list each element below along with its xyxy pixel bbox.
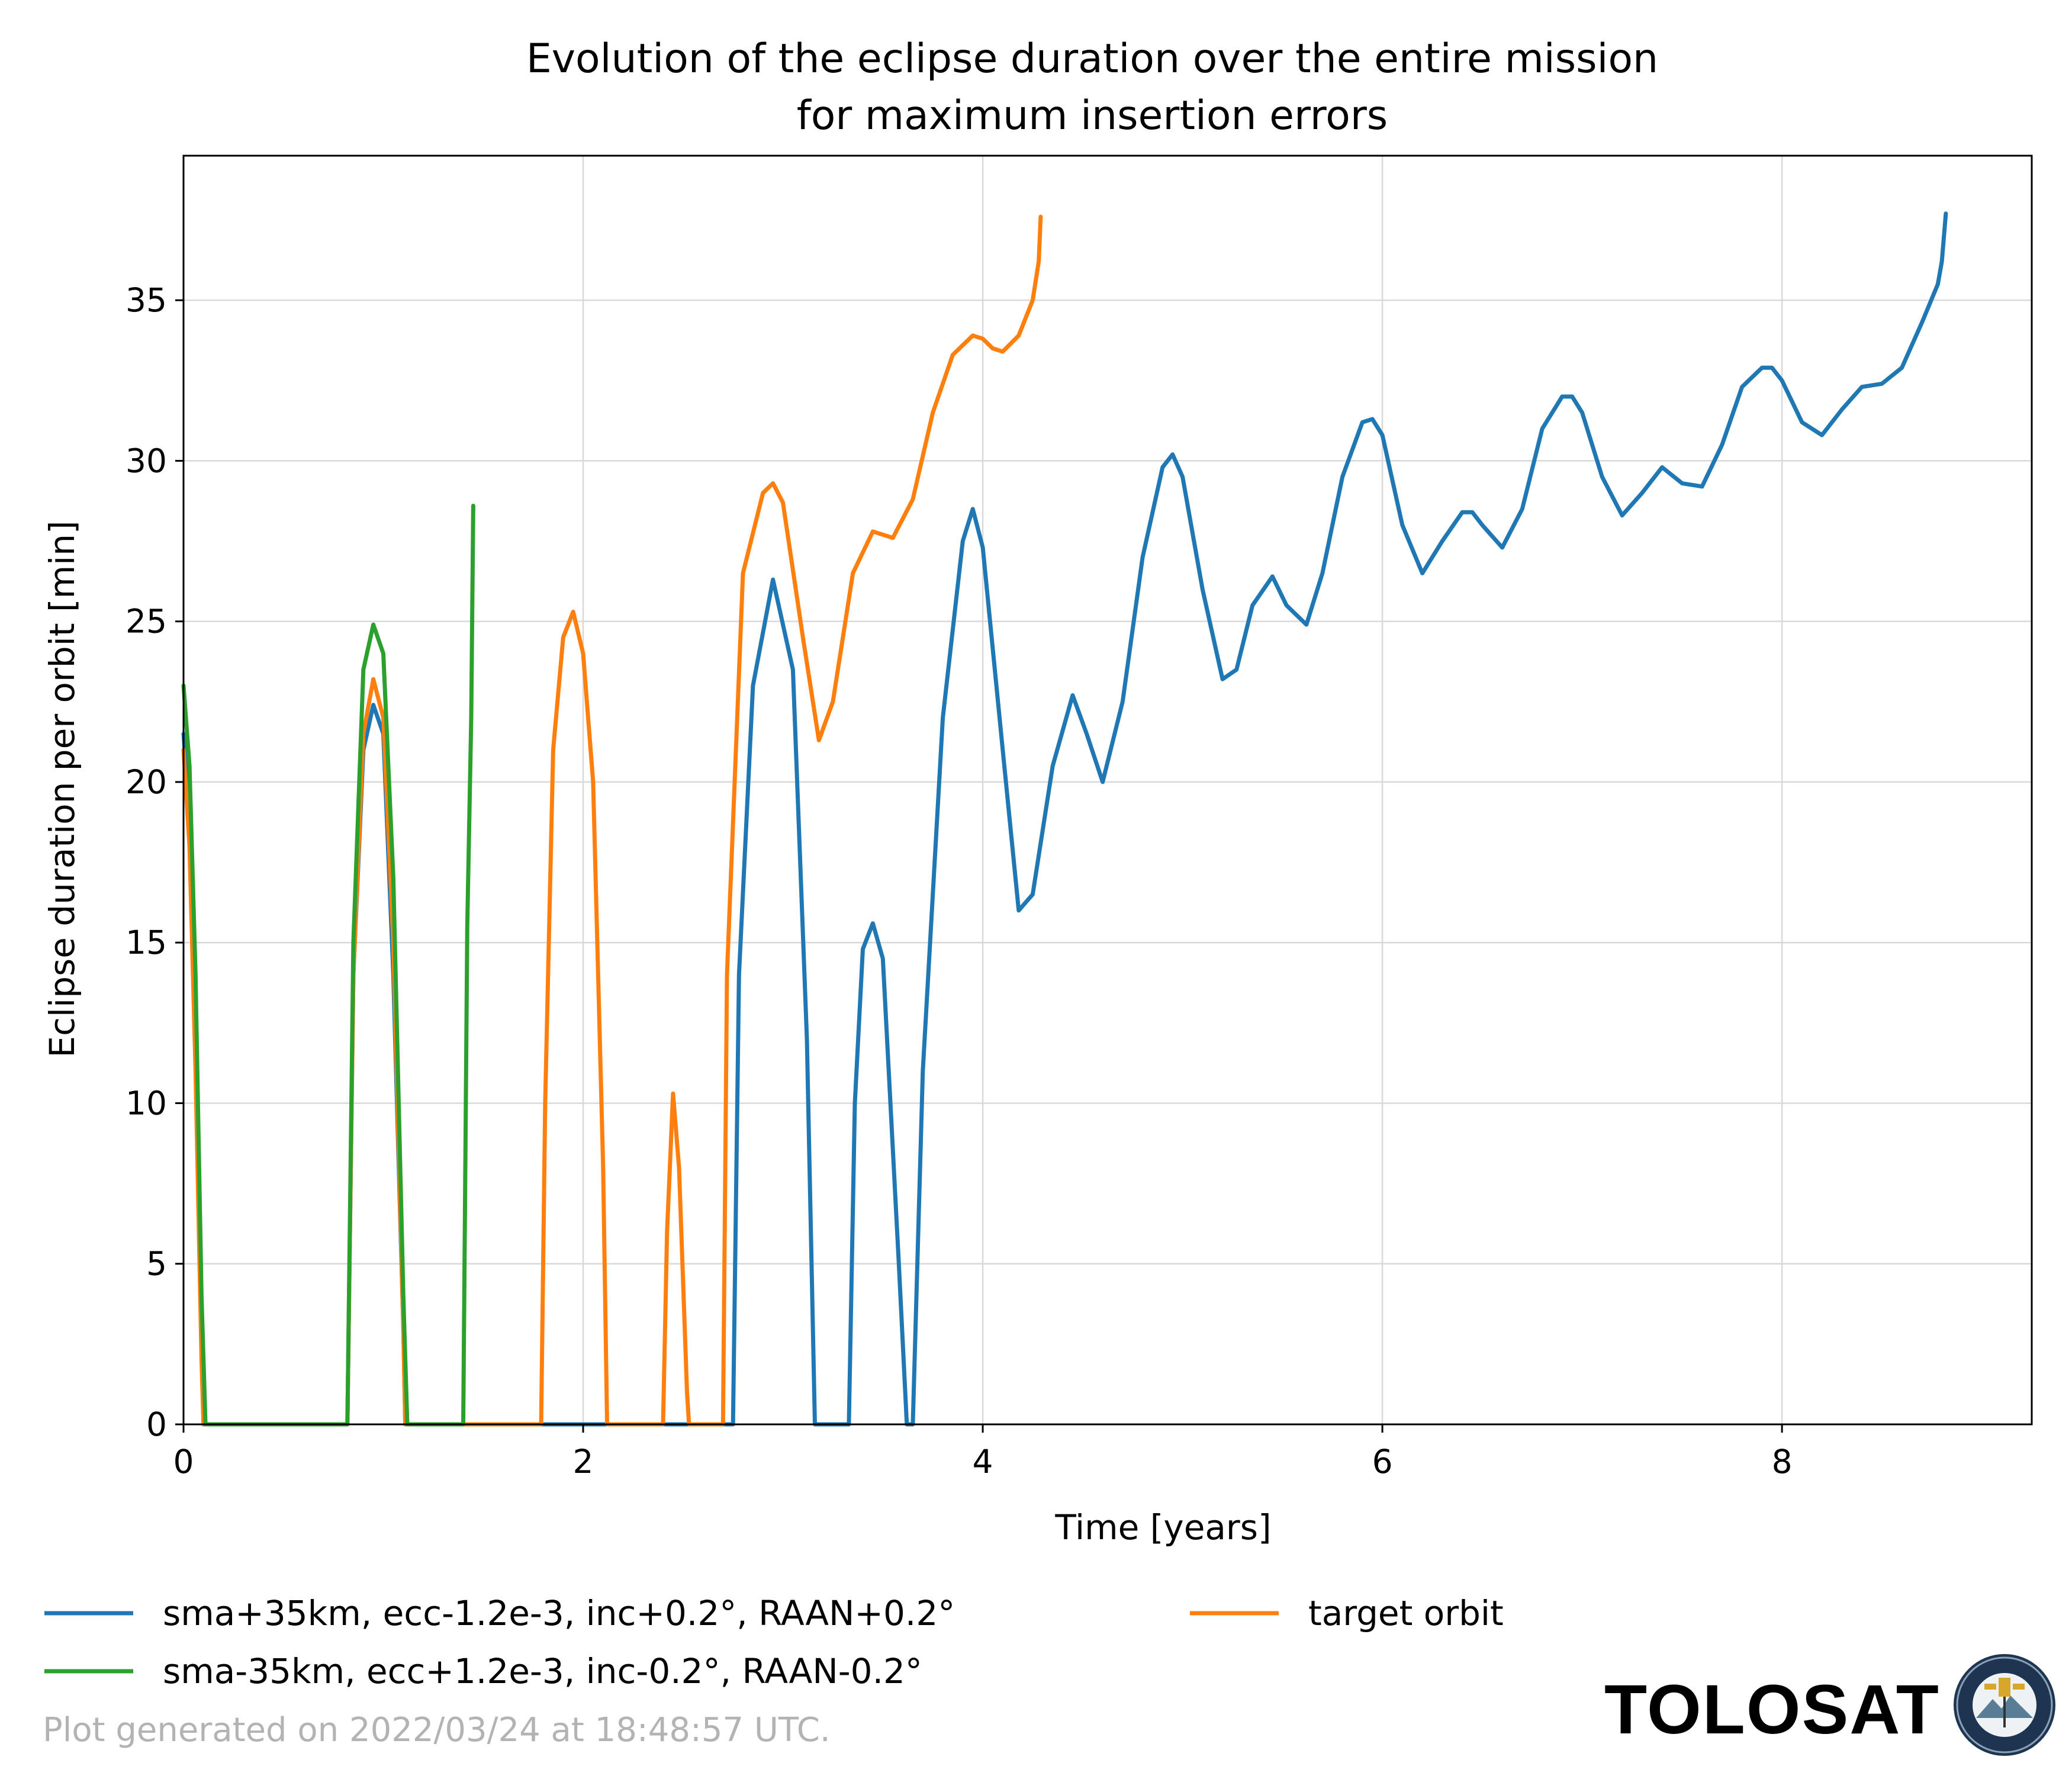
- y-tick-label: 5: [146, 1245, 167, 1283]
- x-tick-label: 8: [1772, 1443, 1793, 1481]
- generated-timestamp: Plot generated on 2022/03/24 at 18:48:57…: [43, 1711, 831, 1749]
- legend-label: sma+35km, ecc-1.2e-3, inc+0.2°, RAAN+0.2…: [163, 1593, 955, 1633]
- y-tick-label: 0: [146, 1405, 167, 1443]
- plot-frame: [182, 155, 2033, 1426]
- x-tick-label: 2: [573, 1443, 594, 1481]
- y-tick-label: 20: [126, 763, 167, 801]
- y-tick-label: 30: [126, 442, 167, 480]
- legend-label: sma-35km, ecc+1.2e-3, inc-0.2°, RAAN-0.2…: [163, 1651, 922, 1691]
- legend-label: target orbit: [1308, 1593, 1504, 1633]
- legend: sma+35km, ecc-1.2e-3, inc+0.2°, RAAN+0.2…: [44, 1593, 1504, 1691]
- x-tick-label: 4: [973, 1443, 993, 1481]
- y-tick-label: 35: [126, 281, 167, 319]
- y-tick-label: 25: [126, 603, 167, 641]
- tolosat-logo-icon: [1951, 1652, 2058, 1761]
- axis-ticks: 0 2 4 6 8 0 5 10 15 20 25 30 35: [126, 281, 1793, 1481]
- series-line-1: [181, 211, 1948, 1427]
- x-tick-label: 0: [173, 1443, 194, 1481]
- grid-lines: [182, 156, 2032, 1426]
- y-tick-label: 10: [126, 1084, 167, 1122]
- chart-title-line-1: Evolution of the eclipse duration over t…: [526, 36, 1658, 82]
- series-line-2: [181, 214, 1043, 1427]
- x-tick-label: 6: [1372, 1443, 1393, 1481]
- x-axis-label: Time [years]: [1054, 1507, 1271, 1547]
- series-line-3: [181, 503, 475, 1427]
- y-tick-label: 15: [126, 924, 167, 961]
- brand-name: TOLOSAT: [1604, 1671, 1940, 1749]
- series-lines: [181, 211, 1948, 1427]
- y-axis-label: Eclipse duration per orbit [min]: [42, 520, 82, 1057]
- chart-title-line-2: for maximum insertion errors: [797, 92, 1388, 139]
